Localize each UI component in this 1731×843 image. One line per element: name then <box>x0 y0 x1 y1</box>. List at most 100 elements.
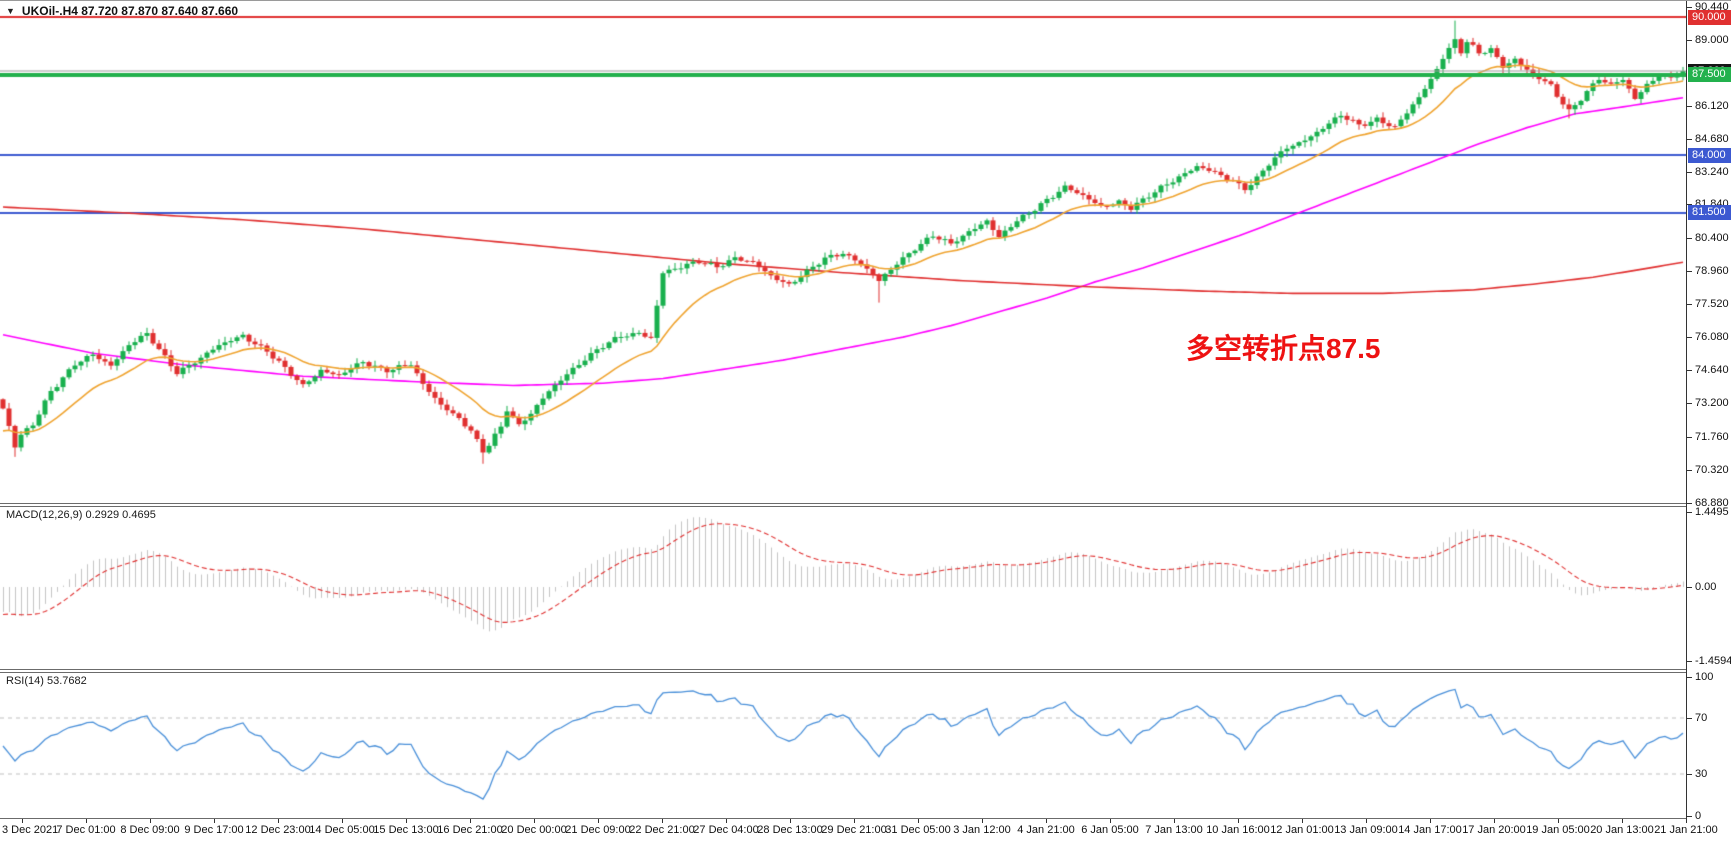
time-label: 14 Dec 05:00 <box>309 824 375 836</box>
time-tick <box>854 819 855 823</box>
price-tick-dash <box>1687 436 1692 438</box>
chart-menu-icon[interactable]: ▼ <box>6 6 15 16</box>
price-tick-label: 68.880 <box>1695 496 1729 509</box>
chart-canvas[interactable] <box>0 1 1686 819</box>
time-tick <box>406 819 407 823</box>
time-tick <box>1110 819 1111 823</box>
time-tick <box>598 819 599 823</box>
price-line-badge: 84.000 <box>1688 147 1731 163</box>
time-tick <box>534 819 535 823</box>
time-tick <box>790 819 791 823</box>
time-label: 22 Dec 21:00 <box>629 824 695 836</box>
pane-separator[interactable] <box>0 503 1731 504</box>
price-tick-label: 90.440 <box>1695 0 1729 13</box>
time-label: 28 Dec 13:00 <box>757 824 823 836</box>
price-line-badge: 87.500 <box>1688 67 1731 83</box>
time-label: 19 Jan 05:00 <box>1526 824 1590 836</box>
price-tick-dash <box>1687 204 1692 206</box>
price-tick-label: 78.960 <box>1695 264 1729 277</box>
time-tick <box>1686 819 1687 823</box>
price-tick-label: 80.400 <box>1695 231 1729 244</box>
price-tick-dash <box>1687 105 1692 107</box>
price-tick-dash <box>1687 172 1692 174</box>
rsi-indicator-label: RSI(14) 53.7682 <box>6 675 87 687</box>
price-tick-dash <box>1687 502 1692 504</box>
time-label: 16 Dec 21:00 <box>437 824 503 836</box>
time-tick <box>982 819 983 823</box>
pane-separator[interactable] <box>0 672 1731 673</box>
time-tick <box>22 819 23 823</box>
macd-tick-label: -1.4594 <box>1695 655 1731 668</box>
time-label: 3 Jan 12:00 <box>953 824 1011 836</box>
pane-separator[interactable] <box>0 669 1731 670</box>
time-label: 7 Jan 13:00 <box>1145 824 1203 836</box>
macd-tick-dash <box>1687 661 1692 663</box>
time-tick <box>1238 819 1239 823</box>
price-tick-label: 73.200 <box>1695 397 1729 410</box>
chart-annotation: 多空转折点87.5 <box>1186 333 1381 364</box>
time-label: 10 Jan 16:00 <box>1206 824 1270 836</box>
rsi-tick-dash <box>1687 815 1692 817</box>
price-tick-dash <box>1687 6 1692 8</box>
rsi-tick-dash <box>1687 773 1692 775</box>
price-tick-dash <box>1687 337 1692 339</box>
price-tick-label: 84.680 <box>1695 133 1729 146</box>
time-label: 29 Dec 21:00 <box>821 824 887 836</box>
rsi-tick-dash <box>1687 717 1692 719</box>
macd-tick-label: 1.4495 <box>1695 506 1729 519</box>
price-tick-dash <box>1687 403 1692 405</box>
price-line-badge: 90.000 <box>1688 9 1731 25</box>
time-axis[interactable]: 3 Dec 2021 7 Dec 01:00 8 Dec 09:00 9 Dec 17… <box>0 819 1731 843</box>
time-label: 13 Jan 09:00 <box>1334 824 1398 836</box>
time-label: 20 Dec 00:00 <box>501 824 567 836</box>
time-label: 21 Dec 09:00 <box>565 824 631 836</box>
symbol-ohlc-text: UKOil-.H4 87.720 87.870 87.640 87.660 <box>21 4 239 18</box>
rsi-tick-dash <box>1687 676 1692 678</box>
time-tick <box>662 819 663 823</box>
price-tick-label: 74.640 <box>1695 364 1729 377</box>
price-tick-label: 70.320 <box>1695 463 1729 476</box>
time-label: 20 Jan 13:00 <box>1590 824 1654 836</box>
time-label: 21 Jan 21:00 <box>1654 824 1718 836</box>
time-tick <box>150 819 151 823</box>
macd-tick-label: 0.00 <box>1695 580 1717 593</box>
price-tick-label: 83.240 <box>1695 166 1729 179</box>
time-label: 8 Dec 09:00 <box>120 824 180 836</box>
time-label: 7 Dec 01:00 <box>56 824 116 836</box>
price-tick-dash <box>1687 39 1692 41</box>
time-label: 15 Dec 13:00 <box>373 824 439 836</box>
price-tick-dash <box>1687 370 1692 372</box>
symbol-header: ▼ UKOil-.H4 87.720 87.870 87.640 87.660 <box>6 4 238 18</box>
macd-tick-dash <box>1687 512 1692 514</box>
price-tick-dash <box>1687 303 1692 305</box>
time-tick <box>278 819 279 823</box>
price-tick-label: 76.080 <box>1695 331 1729 344</box>
price-tick-label: 77.520 <box>1695 297 1729 310</box>
time-tick <box>1558 819 1559 823</box>
time-tick <box>1430 819 1431 823</box>
price-tick-label: 71.760 <box>1695 430 1729 443</box>
rsi-tick-label: 70 <box>1695 711 1708 724</box>
time-tick <box>1174 819 1175 823</box>
time-label: 3 Dec 2021 <box>2 824 59 836</box>
price-tick-label: 89.000 <box>1695 33 1729 46</box>
rsi-tick-label: 30 <box>1695 767 1708 780</box>
time-label: 6 Jan 05:00 <box>1081 824 1139 836</box>
time-tick <box>1302 819 1303 823</box>
price-tick-dash <box>1687 270 1692 272</box>
price-tick-dash <box>1687 237 1692 239</box>
price-tick-label: 86.120 <box>1695 99 1729 112</box>
price-line-badge: 81.500 <box>1688 205 1731 221</box>
pane-separator[interactable] <box>0 506 1731 507</box>
time-label: 27 Dec 04:00 <box>693 824 759 836</box>
time-tick <box>342 819 343 823</box>
time-tick <box>1366 819 1367 823</box>
price-axis[interactable]: 90.44089.00086.12084.68083.24081.84080.4… <box>1686 0 1731 822</box>
time-tick <box>214 819 215 823</box>
macd-indicator-label: MACD(12,26,9) 0.2929 0.4695 <box>6 509 156 521</box>
time-tick <box>1046 819 1047 823</box>
time-label: 12 Dec 23:00 <box>245 824 311 836</box>
time-label: 9 Dec 17:00 <box>184 824 244 836</box>
time-tick <box>470 819 471 823</box>
